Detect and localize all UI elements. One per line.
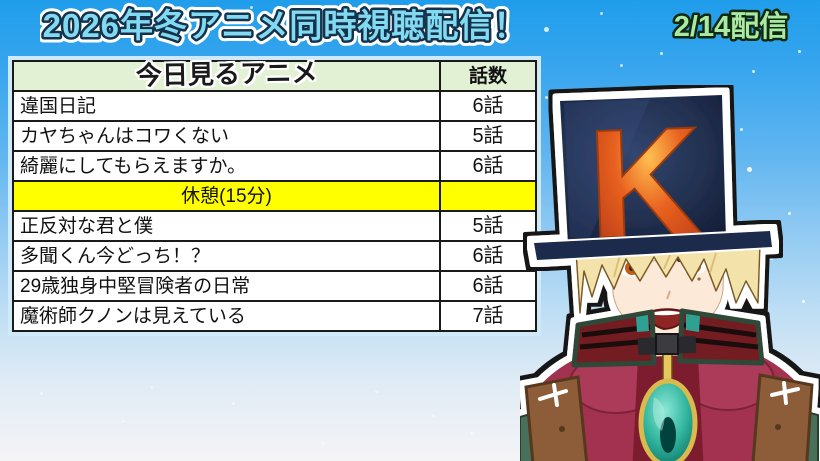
- table-body: 違国日記 6話 カヤちゃんはコワくない 5話 綺麗にしてもらえますか。 6話 休…: [12, 90, 537, 332]
- episode-count-cell: 7話: [439, 300, 537, 332]
- hair-strands: [613, 252, 717, 278]
- anime-title-cell: 休憩(15分): [12, 180, 441, 212]
- anime-title-cell: 正反対な君と僕: [12, 210, 441, 242]
- mascot-character: K: [520, 92, 819, 461]
- stream-title-text: 2026年冬アニメ同時視聴配信！: [43, 7, 528, 44]
- shoulder-strap-right: [751, 373, 814, 461]
- stream-title-outline: 2026年冬アニメ同時視聴配信！: [43, 7, 528, 44]
- anime-title-cell: 綺麗にしてもらえますか。: [12, 150, 441, 182]
- top-hat: K: [532, 92, 774, 272]
- anime-title-cell: カヤちゃんはコワくない: [12, 120, 441, 152]
- anime-schedule-table: 今日見るアニメ 話数 違国日記 6話 カヤちゃんはコワくない 5話 綺麗にしても…: [12, 57, 537, 332]
- table-header-row: 今日見るアニメ 話数: [12, 57, 537, 92]
- episode-count-cell: 6話: [439, 90, 537, 122]
- shoulder-strap-left: [524, 375, 589, 461]
- beauty-mark: [697, 277, 701, 281]
- hat-brim: [532, 229, 774, 262]
- table-row: カヤちゃんはコワくない 5話: [12, 120, 537, 152]
- table-row: 綺麗にしてもらえますか。 6話: [12, 150, 537, 182]
- column-header-anime-label: 今日見るアニメ: [135, 57, 318, 91]
- column-header-episodes: 話数: [439, 60, 537, 92]
- episode-count-cell: 5話: [439, 120, 537, 152]
- episode-count-cell: 6話: [439, 150, 537, 182]
- table-row: 多聞くん今どっち！？ 6話: [12, 240, 537, 272]
- table-row: 正反対な君と僕 5話: [12, 210, 537, 242]
- character-nose: [666, 290, 671, 300]
- stream-title: 2026年冬アニメ同時視聴配信！ 2026年冬アニメ同時視聴配信！: [40, 2, 530, 50]
- anime-title-cell: 29歳独身中堅冒険者の日常: [12, 270, 441, 302]
- table-row: 29歳独身中堅冒険者の日常 6話: [12, 270, 537, 302]
- choker: [637, 333, 697, 356]
- table-row: 違国日記 6話: [12, 90, 537, 122]
- column-header-anime: 今日見るアニメ: [12, 57, 441, 92]
- episode-count-cell: 5話: [439, 210, 537, 242]
- episode-count-cell: [439, 180, 537, 212]
- anime-title-cell: 違国日記: [12, 90, 441, 122]
- anime-schedule-panel: 今日見るアニメ 話数 違国日記 6話 カヤちゃんはコワくない 5話 綺麗にしても…: [8, 56, 541, 336]
- break-row: 休憩(15分): [12, 180, 537, 212]
- broadcast-date-text: 2/14配信: [674, 10, 788, 43]
- anime-title-cell: 魔術師クノンは見えている: [12, 300, 441, 332]
- collar-pattern-left: [636, 315, 649, 332]
- chest-gem: [638, 378, 698, 461]
- broadcast-date: 2/14配信: [671, 8, 790, 46]
- anime-title-cell: 多聞くん今どっち！？: [12, 240, 441, 272]
- collar-pattern-right: [686, 314, 700, 332]
- table-row: 魔術師クノンは見えている 7話: [12, 300, 537, 332]
- episode-count-cell: 6話: [439, 270, 537, 302]
- collar: [571, 308, 765, 368]
